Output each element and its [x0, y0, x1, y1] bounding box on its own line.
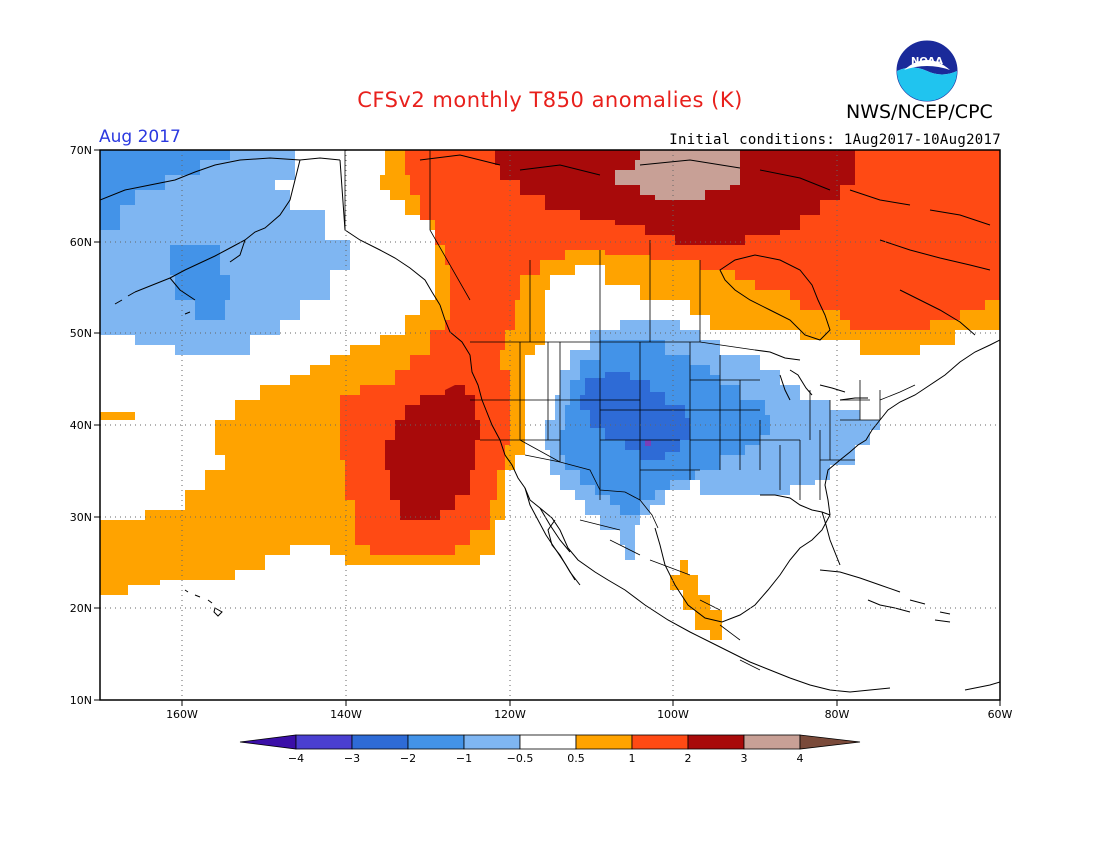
- colorbar-segment: [463, 734, 521, 750]
- florida: [821, 511, 841, 566]
- lat-tick-label: 70N: [70, 144, 92, 157]
- aleutian-cold-region: [100, 150, 230, 230]
- mexico-states: [579, 519, 761, 671]
- colorbar-segment: [519, 734, 577, 750]
- lat-tick-label: 30N: [70, 511, 92, 524]
- lon-tick-label: 60W: [988, 708, 1013, 721]
- graticule: [100, 150, 1000, 700]
- offshore-california-hot-region: [385, 385, 480, 520]
- alaska-coast: [100, 157, 441, 306]
- colorbar: [239, 734, 861, 750]
- colorbar-label: −1: [456, 752, 472, 765]
- arctic-islands: [419, 154, 991, 271]
- great-lakes: [754, 349, 868, 401]
- lon-tick-label: 100W: [657, 708, 689, 721]
- colorbar-segment: [351, 734, 409, 750]
- colorbar-segment: [295, 734, 353, 750]
- political-boundaries: [344, 150, 916, 671]
- colorbar-low-arrow: [239, 734, 297, 750]
- alaska-cold-patch: [170, 245, 230, 320]
- hudson-bay: [719, 254, 831, 341]
- colorbar-label: 3: [741, 752, 748, 765]
- colorbar-label: −2: [400, 752, 416, 765]
- initial-conditions: Initial conditions: 1Aug2017-10Aug2017: [669, 132, 1001, 148]
- colorbar-label: 0.5: [567, 752, 585, 765]
- cuba-caribbean: [819, 569, 951, 615]
- us-mexico-border: [524, 454, 659, 529]
- lat-tick-label: 50N: [70, 327, 92, 340]
- lat-tick-label: 20N: [70, 602, 92, 615]
- colorbar-high-arrow: [799, 734, 861, 750]
- lon-tick-label: 160W: [166, 708, 198, 721]
- rockies-cold-region: [580, 372, 690, 460]
- gulf-mexico-warm-region: [670, 560, 722, 640]
- colorbar-segment: [631, 734, 689, 750]
- hawaii: [184, 589, 223, 617]
- colorbar-label: 4: [797, 752, 804, 765]
- canada-provinces: [344, 150, 701, 342]
- colorbar-label: 2: [685, 752, 692, 765]
- mid-pacific-warm-patch: [100, 412, 135, 420]
- lat-tick-label: 60N: [70, 236, 92, 249]
- colorbar-label: 1: [629, 752, 636, 765]
- colorbar-label: −3: [344, 752, 360, 765]
- lat-tick-label: 10N: [70, 694, 92, 707]
- central-america: [789, 599, 1000, 693]
- grid-point-marker: [645, 440, 651, 446]
- aleutians: [114, 291, 191, 315]
- us-states-west: [470, 342, 700, 500]
- svg-text:NOAA: NOAA: [911, 56, 943, 67]
- lat-tick-label: 40N: [70, 419, 92, 432]
- agency-label: NWS/NCEP/CPC: [846, 101, 993, 123]
- noaa-logo: NOAA: [896, 40, 958, 102]
- colorbar-segment: [687, 734, 745, 750]
- colorbar-label: −4: [288, 752, 304, 765]
- chart-title: CFSv2 monthly T850 anomalies (K): [357, 88, 743, 112]
- us-states-central: [689, 342, 821, 500]
- labrador: [899, 289, 976, 336]
- forecast-period: Aug 2017: [99, 127, 181, 147]
- lon-tick-label: 140W: [330, 708, 362, 721]
- colorbar-segment: [407, 734, 465, 750]
- coastlines: [100, 154, 1000, 693]
- lon-tick-label: 80W: [825, 708, 850, 721]
- lon-tick-label: 120W: [494, 708, 526, 721]
- tick-marks: [94, 149, 1001, 706]
- colorbar-segment: [743, 734, 801, 750]
- colorbar-label: −0.5: [507, 752, 534, 765]
- colorbar-segment: [575, 734, 633, 750]
- north-pacific-cold-region: [100, 150, 350, 355]
